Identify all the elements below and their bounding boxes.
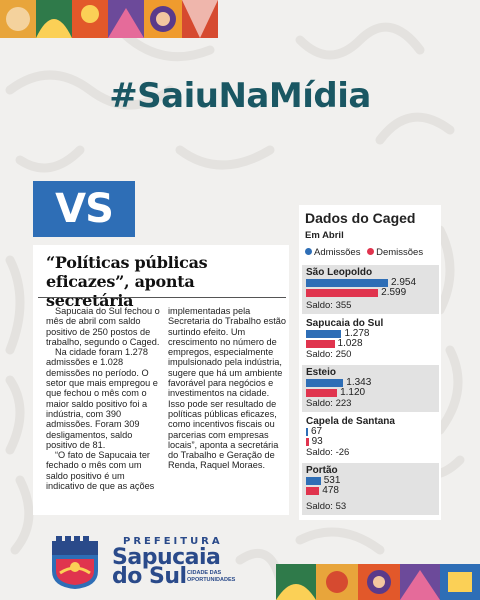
admissoes-bar <box>306 379 344 387</box>
city-name: São Leopoldo <box>306 267 373 278</box>
admissoes-bar <box>306 330 342 338</box>
demissoes-value: 93 <box>311 436 323 447</box>
saldo-value: Saldo: 53 <box>306 501 347 512</box>
caged-subtitle: Em Abril <box>305 230 344 241</box>
chart-legend: Admissões Demissões <box>305 247 423 258</box>
headline-divider <box>38 297 286 298</box>
admissoes-bar <box>306 279 388 287</box>
admissoes-bar <box>306 428 308 436</box>
legend-demissoes-label: Demissões <box>376 247 424 258</box>
demissoes-value: 478 <box>322 485 339 496</box>
admissoes-value: 67 <box>311 426 323 437</box>
demissoes-bar <box>306 438 309 446</box>
demissoes-bar <box>306 289 379 297</box>
city-name: Capela de Santana <box>306 416 395 427</box>
article-column-1: Sapucaia do Sul fechou o mês de abril co… <box>46 306 160 491</box>
prefeitura-logo <box>52 536 98 589</box>
article-paragraph: Na cidade foram 1.278 admissões e 1.028 … <box>46 347 158 450</box>
article-paragraph: Sapucaia do Sul fechou o mês de abril co… <box>46 306 160 347</box>
demissoes-value: 1.028 <box>337 338 363 349</box>
article-column-2: implementadas pela Secretaria do Trabalh… <box>168 306 286 471</box>
saldo-value: Saldo: 355 <box>306 300 352 311</box>
caged-title: Dados do Caged <box>305 210 416 226</box>
city-block: São Leopoldo 2.954 2.599 Saldo: 355 <box>302 265 439 314</box>
admissoes-value: 531 <box>323 475 341 486</box>
legend-admissoes-label: Admissões <box>314 247 361 258</box>
demissoes-bar <box>306 487 320 495</box>
admissoes-value: 1.343 <box>346 377 372 388</box>
saldo-value: Saldo: 223 <box>306 398 352 409</box>
legend-admissoes-dot <box>305 248 312 255</box>
demissoes-bar <box>306 389 338 397</box>
logo-do-sul-text: do Sul <box>112 564 187 589</box>
admissoes-value: 1.278 <box>344 328 370 339</box>
admissoes-bar <box>306 477 321 485</box>
admissoes-value: 2.954 <box>391 277 417 288</box>
city-name: Sapucaia do Sul <box>306 318 384 329</box>
legend-demissoes-dot <box>367 248 375 255</box>
city-block: Sapucaia do Sul 1.278 1.028 Saldo: 250 <box>302 316 439 363</box>
demissoes-value: 1.120 <box>340 387 366 398</box>
logo-tagline: CIDADE DAS OPORTUNIDADES <box>187 570 236 583</box>
article-paragraph: “O fato de Sapucaia ter fechado o mês co… <box>46 450 155 492</box>
article-card <box>33 245 289 515</box>
city-block: Portão 531 478 Saldo: 53 <box>302 463 439 515</box>
article-headline: “Políticas públicas eficazes”, aponta se… <box>46 253 208 310</box>
city-name: Esteio <box>306 367 337 378</box>
logo-prefeitura-text: PREFEITURA <box>123 536 223 547</box>
logo-sapucaia-text: Sapucaia <box>112 545 221 570</box>
saldo-value: Saldo: 250 <box>306 349 352 360</box>
hashtag-title: #SaiuNaMídia <box>109 76 371 116</box>
vs-logo: VS <box>33 181 135 237</box>
saldo-value: Saldo: -26 <box>306 447 350 458</box>
demissoes-bar <box>306 340 335 348</box>
demissoes-value: 2.599 <box>381 287 407 298</box>
decorative-banner-bottom <box>276 564 480 600</box>
city-name: Portão <box>306 465 338 476</box>
decorative-banner-top <box>0 0 218 38</box>
city-block: Esteio 1.343 1.120 Saldo: 223 <box>302 365 439 412</box>
city-block: Capela de Santana 67 93 Saldo: -26 <box>302 414 439 461</box>
